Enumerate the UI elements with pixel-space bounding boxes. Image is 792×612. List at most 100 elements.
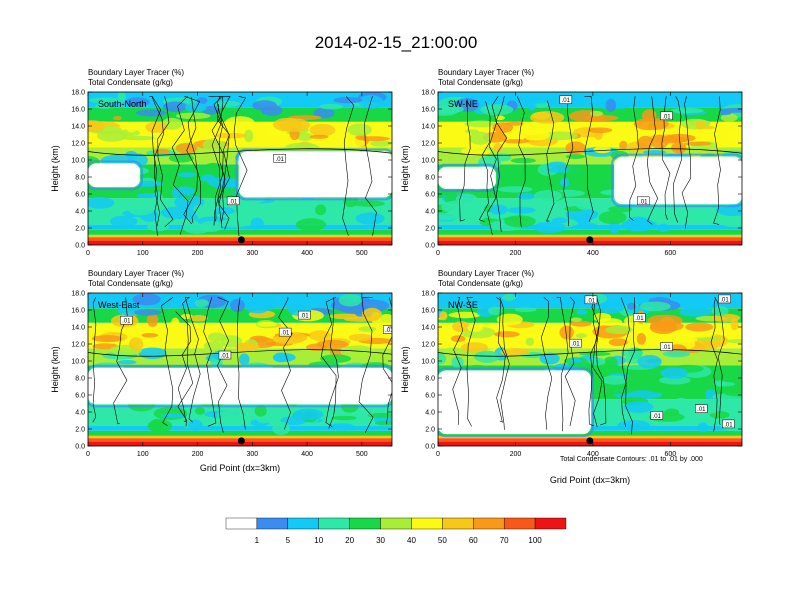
y-tick-label: 14.0 xyxy=(71,124,85,131)
y-tick-label: 18.0 xyxy=(71,90,85,97)
y-tick-label: 10.0 xyxy=(71,158,85,165)
panel-west-east: .01 .01 .01 .01 .01 West-East Boundary Layer T… xyxy=(50,269,394,473)
y-tick-label: 16.0 xyxy=(421,107,435,114)
y-tick-label: 2.0 xyxy=(75,427,85,434)
y-tick-label: 8.0 xyxy=(75,376,85,383)
subtitle-condensate: Total Condensate (g/kg) xyxy=(438,78,523,87)
panel-label: West-East xyxy=(98,300,140,310)
x-tick-label: 0 xyxy=(436,250,440,257)
y-tick-label: 16.0 xyxy=(71,308,85,315)
x-tick-label: 400 xyxy=(301,451,313,458)
colorbar-swatch xyxy=(411,517,443,530)
colorbar-swatch xyxy=(442,517,474,530)
y-axis-label: Height (km) xyxy=(400,145,410,192)
contour-label: .01 xyxy=(635,316,644,322)
y-tick-label: 8.0 xyxy=(75,175,85,182)
panel-label: South-North xyxy=(98,99,147,109)
plot-frame xyxy=(437,91,743,246)
x-tick-label: 400 xyxy=(301,250,313,257)
contour-label-box xyxy=(718,294,731,304)
y-tick-label: 4.0 xyxy=(75,209,85,216)
contour-label: .01 xyxy=(122,319,131,325)
colorbar-label: 60 xyxy=(469,536,478,545)
contour-label: .01 xyxy=(385,328,394,334)
colorbar-swatch xyxy=(318,517,350,530)
location-marker xyxy=(237,437,245,445)
colorbar-swatch xyxy=(380,517,412,530)
contour-label-box xyxy=(559,95,573,104)
subtitle-tracer: Boundary Layer Tracer (%) xyxy=(438,68,534,77)
y-tick-label: 18.0 xyxy=(71,291,85,298)
y-tick-label: 0.0 xyxy=(75,444,85,451)
contour-label: .01 xyxy=(300,314,309,320)
contour-label: .01 xyxy=(281,331,290,337)
colorbar-swatch xyxy=(287,517,319,530)
contour-label-box xyxy=(660,342,673,351)
y-tick-label: 6.0 xyxy=(75,393,85,400)
subtitle-tracer: Boundary Layer Tracer (%) xyxy=(88,68,184,77)
colorbar-label: 20 xyxy=(345,536,354,545)
y-tick-label: 10.0 xyxy=(421,158,435,165)
plot-frame xyxy=(87,292,393,447)
contour-label: .01 xyxy=(229,199,238,205)
contour-label: .01 xyxy=(639,199,648,205)
panel-label: NW-SE xyxy=(448,300,478,310)
contour-label: .01 xyxy=(662,345,671,351)
contour-label: .01 xyxy=(724,422,733,428)
y-axis-label: Height (km) xyxy=(50,145,60,192)
panel-label: SW-NE xyxy=(448,99,478,109)
colorbar-label: 50 xyxy=(438,536,447,545)
location-marker xyxy=(237,236,245,244)
colorbar-label: 70 xyxy=(500,536,509,545)
x-axis-label: Grid Point (dx=3km) xyxy=(550,475,630,485)
x-tick-label: 500 xyxy=(356,250,368,257)
y-tick-label: 6.0 xyxy=(425,393,435,400)
contour-label-box xyxy=(633,313,646,322)
y-tick-label: 14.0 xyxy=(71,325,85,332)
y-tick-label: 0.0 xyxy=(425,444,435,451)
y-tick-label: 8.0 xyxy=(425,175,435,182)
colorbar-label: 10 xyxy=(314,536,323,545)
colorbar-swatch xyxy=(256,517,289,530)
subtitle-tracer: Boundary Layer Tracer (%) xyxy=(438,269,534,278)
x-tick-label: 500 xyxy=(356,451,368,458)
subtitle-condensate: Total Condensate (g/kg) xyxy=(88,78,173,87)
y-tick-label: 10.0 xyxy=(421,359,435,366)
location-marker xyxy=(586,236,594,244)
panel-nw-se: .01 .01 .01 .01 .01 .01 .01 .01 NW-SE Boundary La… xyxy=(400,269,743,485)
y-tick-label: 0.0 xyxy=(425,243,435,250)
contour-label-box xyxy=(298,310,311,320)
contour-label-box xyxy=(218,350,232,360)
y-tick-label: 12.0 xyxy=(71,342,85,349)
x-tick-label: 300 xyxy=(246,250,258,257)
x-tick-label: 400 xyxy=(587,451,599,458)
y-tick-label: 6.0 xyxy=(425,192,435,199)
y-tick-label: 18.0 xyxy=(421,90,435,97)
contour-label-box xyxy=(278,327,292,337)
y-tick-label: 2.0 xyxy=(75,226,85,233)
x-axis-label: Grid Point (dx=3km) xyxy=(200,463,280,473)
x-tick-label: 200 xyxy=(192,250,204,257)
y-tick-label: 14.0 xyxy=(421,325,435,332)
panel-sw-ne: .01 .01 .01 SW-NE Boundary Layer Tracer (%)T… xyxy=(400,68,743,257)
x-tick-label: 400 xyxy=(587,250,599,257)
x-tick-label: 200 xyxy=(192,451,204,458)
x-tick-label: 0 xyxy=(86,250,90,257)
y-tick-label: 12.0 xyxy=(421,342,435,349)
y-tick-label: 4.0 xyxy=(75,410,85,417)
x-tick-label: 200 xyxy=(510,250,522,257)
subtitle-condensate: Total Condensate (g/kg) xyxy=(88,279,173,288)
y-tick-label: 4.0 xyxy=(425,410,435,417)
contour-note: Total Condensate Contours: .01 to .01 by… xyxy=(560,456,703,463)
y-tick-label: 0.0 xyxy=(75,243,85,250)
y-tick-label: 16.0 xyxy=(421,308,435,315)
y-axis-label: Height (km) xyxy=(400,346,410,393)
contour-label: .01 xyxy=(276,157,285,163)
contour-label-box xyxy=(120,315,133,325)
subtitle-condensate: Total Condensate (g/kg) xyxy=(438,279,523,288)
contour-label-box xyxy=(660,111,673,121)
colorbar-label: 40 xyxy=(407,536,416,545)
x-tick-label: 200 xyxy=(510,451,522,458)
contour-label: .01 xyxy=(221,354,230,360)
